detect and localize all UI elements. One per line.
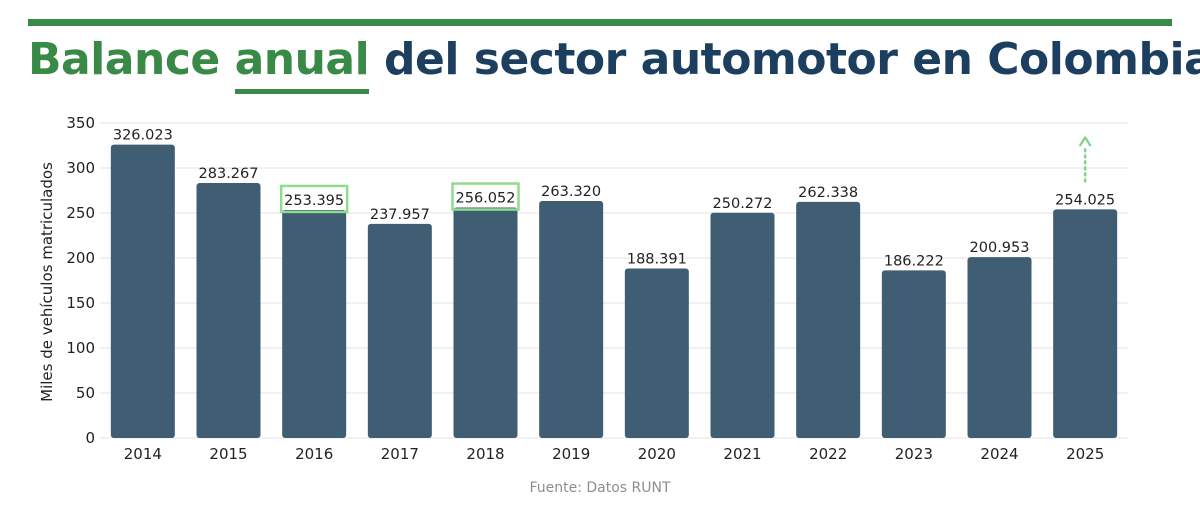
- x-tick-label-2020: 2020: [638, 445, 676, 463]
- data-label-2022: 262.338: [798, 185, 858, 201]
- y-tick-label: 100: [66, 339, 95, 357]
- bar-2019: [539, 201, 604, 438]
- top-accent-rule: [28, 19, 1172, 26]
- data-label-2024: 200.953: [970, 240, 1030, 256]
- bar-2016: [282, 209, 347, 438]
- x-tick-label-2014: 2014: [124, 445, 162, 463]
- data-label-2025: 254.025: [1055, 192, 1115, 208]
- x-axis-ticks: 2014 2015 2016 2017 2018 2019 2020 2021 2022 2023…: [124, 445, 1105, 463]
- highlight-box-2018: [451, 182, 520, 211]
- x-tick-label-2021: 2021: [723, 445, 761, 463]
- x-tick-label-2017: 2017: [381, 445, 419, 463]
- x-tick-label-2022: 2022: [809, 445, 847, 463]
- data-label-2016: 253.395: [284, 193, 344, 209]
- data-label-2017: 237.957: [370, 207, 430, 223]
- bar-2020: [624, 268, 689, 438]
- bar-2023: [881, 270, 946, 438]
- y-axis-title: Miles de vehículos matriculados: [38, 162, 56, 402]
- data-label-2018: 256.052: [456, 191, 516, 207]
- title-part-3: del sector automotor en Colombia: [369, 34, 1200, 85]
- bar-2017: [367, 223, 432, 438]
- chart-title: Balance anual del sector automotor en Co…: [28, 30, 1200, 94]
- x-tick-label-2018: 2018: [466, 445, 504, 463]
- x-tick-label-2019: 2019: [552, 445, 590, 463]
- x-tick-label-2023: 2023: [895, 445, 933, 463]
- data-labels: 326.023 283.267 253.395 237.957 256.052 263.3…: [113, 128, 1115, 270]
- y-tick-label: 0: [85, 429, 95, 447]
- highlight-box-2016: [279, 184, 349, 214]
- bar-2014: [110, 144, 175, 439]
- bar-2018: [453, 207, 518, 438]
- y-tick-label: 300: [66, 159, 95, 177]
- y-tick-label: 200: [66, 249, 95, 267]
- x-tick-label-2015: 2015: [209, 445, 247, 463]
- trend-arrow-head: [1079, 136, 1092, 147]
- title-part-2: anual: [234, 30, 370, 94]
- data-label-2023: 186.222: [884, 253, 944, 269]
- data-label-2014: 326.023: [113, 128, 173, 144]
- data-label-2019: 263.320: [541, 184, 601, 200]
- bar-2024: [967, 257, 1032, 438]
- bar-2022: [796, 201, 861, 438]
- y-tick-label: 50: [76, 384, 95, 402]
- bars: [110, 144, 1118, 439]
- gridlines: [100, 122, 1128, 439]
- bar-2015: [196, 183, 261, 438]
- bar-2025: [1053, 209, 1118, 438]
- bar-2021: [710, 212, 775, 438]
- y-tick-label: 250: [66, 204, 95, 222]
- y-axis-ticks: 0 50 100 150 200 250 300 350: [66, 114, 95, 447]
- y-tick-label: 150: [66, 294, 95, 312]
- x-tick-label-2025: 2025: [1066, 445, 1104, 463]
- data-label-2015: 283.267: [199, 166, 259, 182]
- y-tick-label: 350: [66, 114, 95, 132]
- data-label-2020: 188.391: [627, 251, 687, 267]
- x-tick-label-2024: 2024: [980, 445, 1018, 463]
- x-tick-label-2016: 2016: [295, 445, 333, 463]
- data-label-2021: 250.272: [713, 196, 773, 212]
- title-part-1: Balance: [28, 34, 235, 85]
- source-note: Fuente: Datos RUNT: [529, 480, 671, 496]
